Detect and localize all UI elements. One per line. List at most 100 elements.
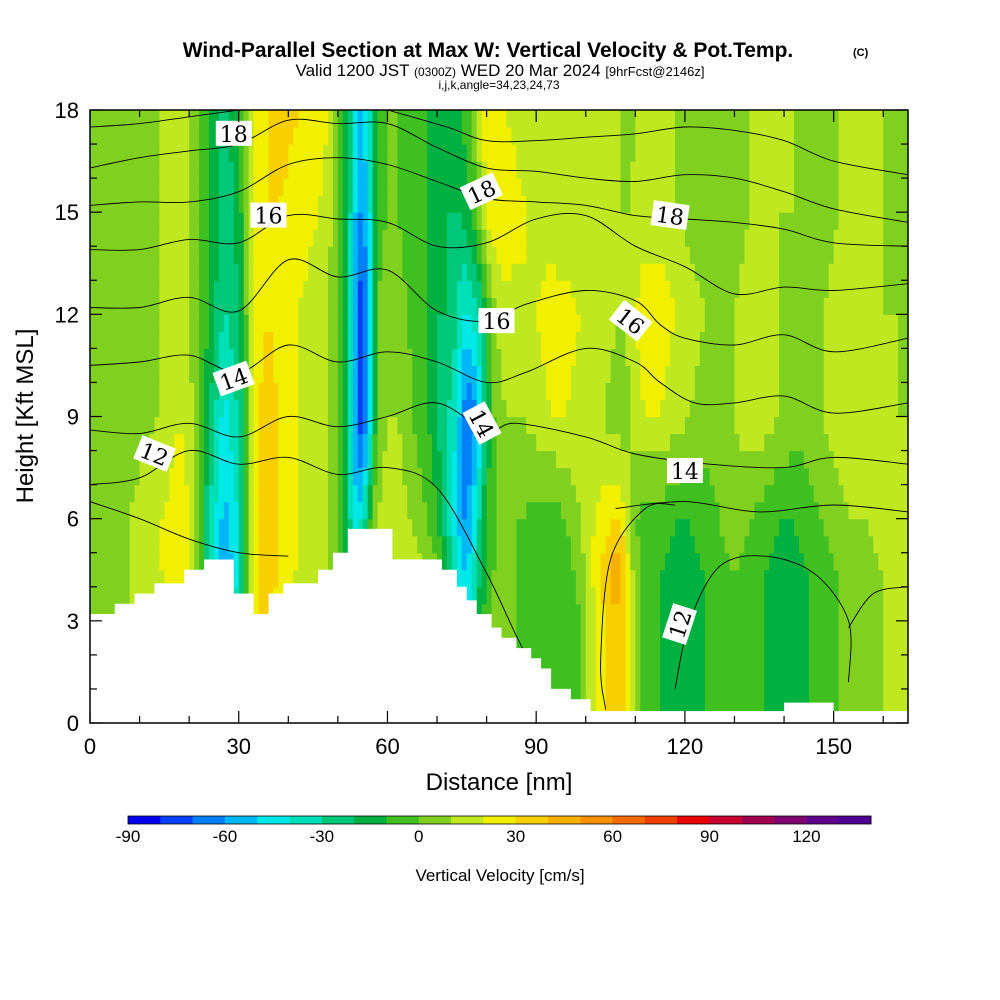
velocity-cell [635,654,641,673]
velocity-cell [838,620,884,639]
velocity-cell [481,127,512,145]
velocity-cell [243,161,250,179]
y-tick-label: 12 [55,302,79,327]
velocity-cell [427,246,448,264]
velocity-cell [441,518,448,537]
velocity-cell [357,416,364,435]
velocity-cell [446,501,453,520]
velocity-cell [377,467,384,486]
velocity-cell [372,518,379,537]
velocity-cell [327,314,339,332]
velocity-cell [471,535,478,554]
velocity-cell [486,467,498,486]
velocity-cell [199,399,205,418]
velocity-cell [218,348,235,367]
terrain-layer [90,528,908,723]
velocity-cell [327,399,339,418]
velocity-cell [491,297,498,315]
velocity-cell [199,416,205,435]
velocity-cell [446,399,458,418]
velocity-cell [357,331,364,349]
velocity-cell [565,518,582,537]
velocity-cell [580,671,587,690]
velocity-cell [456,365,463,384]
velocity-cell [823,348,899,367]
velocity-cell [332,127,339,145]
velocity-cell [327,348,339,367]
velocity-cell [446,297,458,315]
velocity-cell [461,127,473,145]
velocity-cell [689,518,721,537]
colorbar-swatch [806,816,840,824]
velocity-cell [674,127,750,145]
velocity-cell [337,127,344,145]
velocity-cell [327,518,339,537]
colorbar-swatch [547,816,581,824]
velocity-cell [248,399,255,418]
velocity-cell [476,212,483,230]
velocity-cell [828,433,908,452]
velocity-cell [357,246,369,264]
velocity-cell [253,399,260,418]
velocity-cell [481,280,488,298]
chart-indices: i,j,k,angle=34,23,24,73 [438,78,559,92]
velocity-cell [630,450,790,469]
velocity-cell [337,467,344,486]
velocity-cell [208,467,215,486]
contour-label: 18 [215,120,252,148]
velocity-cell [357,229,364,247]
velocity-cell [218,518,230,537]
velocity-cell [883,671,908,690]
velocity-cell [898,314,908,332]
velocity-cell [347,348,354,367]
velocity-cell [223,314,230,332]
velocity-cell [347,467,354,486]
colorbar-swatch [741,816,775,824]
velocity-cell [387,178,398,196]
velocity-cell [327,484,339,503]
velocity-cell [184,450,195,469]
theta-contour-20 [90,110,239,128]
velocity-cell [208,178,220,196]
velocity-cell [134,484,170,503]
velocity-cell [352,195,359,213]
velocity-cell [883,586,908,605]
velocity-cell [218,110,230,128]
velocity-cell [337,518,344,537]
velocity-cell [204,450,210,469]
velocity-cell [620,586,627,605]
velocity-cell [189,195,200,213]
velocity-cell [204,416,210,435]
velocity-cell [833,229,884,247]
colorbar-tick-label: 120 [792,827,820,846]
velocity-cell [248,263,255,281]
velocity-cell [630,416,686,435]
velocity-cell [387,433,403,452]
velocity-cell [704,586,765,605]
velocity-cell [838,178,884,196]
velocity-cell [506,110,622,128]
velocity-cell [734,348,780,367]
velocity-cell [90,382,161,401]
velocity-cell [238,501,245,520]
velocity-cell [476,450,483,469]
velocity-cell [823,399,899,418]
velocity-cell [635,671,641,690]
velocity-cell [471,501,478,520]
velocity-cell [347,195,354,213]
velocity-cell [90,552,131,571]
x-tick-label: 150 [815,734,852,759]
colorbar-tick-label: 0 [414,827,423,846]
velocity-cell [476,586,488,605]
velocity-cell [248,229,255,247]
velocity-cell [129,535,161,554]
velocity-cell [199,382,205,401]
velocity-cell [372,416,379,435]
velocity-cell [90,518,131,537]
velocity-cell [184,467,195,486]
velocity-cell [575,484,602,503]
velocity-cell [223,501,230,520]
velocity-cell [620,110,636,128]
velocity-cell [342,518,349,537]
velocity-cell [476,127,483,145]
